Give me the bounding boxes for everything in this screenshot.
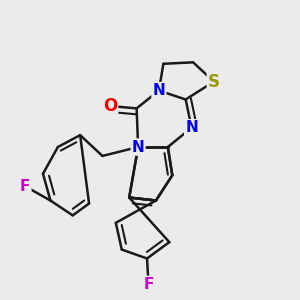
Text: F: F [143,277,154,292]
Text: S: S [208,73,220,91]
Text: N: N [152,83,165,98]
Text: O: O [103,97,117,115]
Text: N: N [132,140,145,154]
Text: N: N [185,120,198,135]
Text: F: F [20,179,30,194]
